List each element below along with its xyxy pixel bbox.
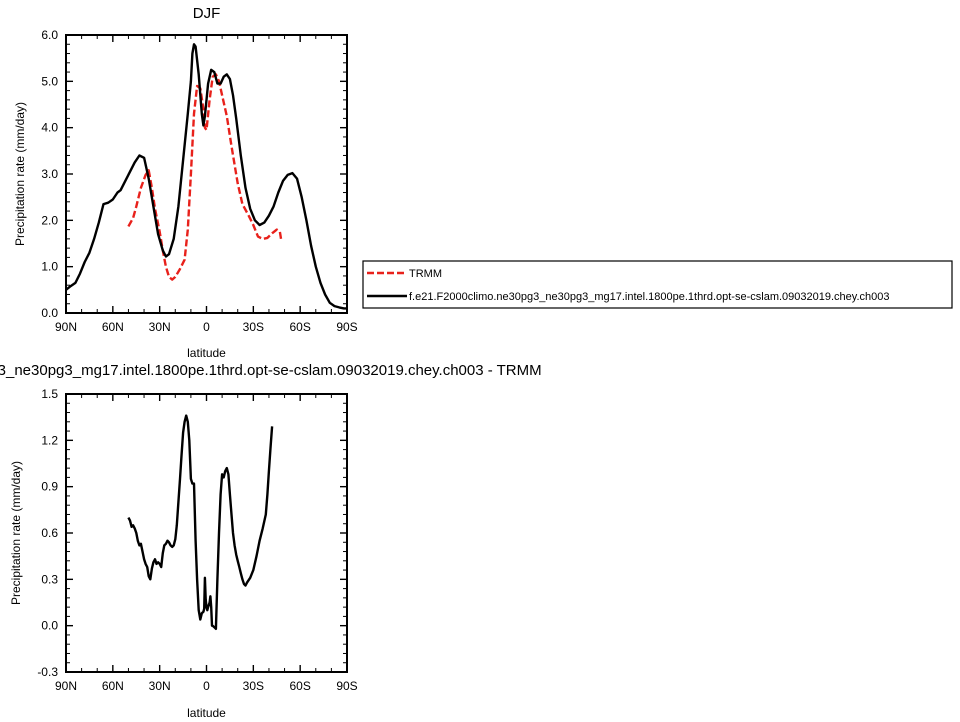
plot-title: f.e21.F2000climo.ne30pg3_ne30pg3_mg17.in… xyxy=(0,362,542,379)
y-tick-label: 1.2 xyxy=(41,433,58,447)
x-axis-title: latitude xyxy=(187,346,226,360)
plot-area: 90N 60N 30N 0 30S 60S 90S 0.0 1.0 2.0 3.0 4.0 5.0 6.0 xyxy=(41,28,357,334)
y-tick-label: 0.9 xyxy=(41,480,58,494)
y-tick-label: 3.0 xyxy=(41,167,58,181)
y-axis-title: Precipitation rate (mm/day) xyxy=(9,461,23,605)
series-line-0 xyxy=(127,73,283,281)
plot-frame xyxy=(65,34,348,314)
y-tick-label: 0.0 xyxy=(41,306,58,320)
y-tick-label: 5.0 xyxy=(41,74,58,88)
y-tick-label: 1.5 xyxy=(41,387,58,401)
plot-frame xyxy=(65,393,348,673)
y-tick-label: 4.0 xyxy=(41,121,58,135)
legend-label-trmm: TRMM xyxy=(409,268,442,280)
y-tick-label: 1.0 xyxy=(41,260,58,274)
y-axis-title: Precipitation rate (mm/day) xyxy=(13,102,27,246)
x-tick-label: 30S xyxy=(243,320,264,334)
x-tick-label: 0 xyxy=(203,320,210,334)
plot-area: 90N 60N 30N 0 30S 60S 90S -0.3 0.0 0.3 0.6 0.9 1.2 1.… xyxy=(37,387,357,693)
x-tick-label: 0 xyxy=(203,679,210,693)
series-line-1 xyxy=(65,43,347,310)
y-tick-label: 0.6 xyxy=(41,526,58,540)
x-tick-label: 30N xyxy=(149,679,171,693)
x-tick-label: 30N xyxy=(149,320,171,334)
x-tick-label: 60N xyxy=(102,320,124,334)
y-tick-label: 0.3 xyxy=(41,572,58,586)
x-tick-label: 90S xyxy=(336,679,357,693)
legend-box xyxy=(362,260,953,309)
x-tick-label: 90N xyxy=(55,679,77,693)
plot-title: DJF xyxy=(193,5,221,22)
y-tick-label: 6.0 xyxy=(41,28,58,42)
x-tick-label: 30S xyxy=(243,679,264,693)
y-tick-label: -0.3 xyxy=(37,665,58,679)
x-tick-label: 90S xyxy=(336,320,357,334)
series-line-0 xyxy=(127,414,274,630)
legend-label-model: f.e21.F2000climo.ne30pg3_ne30pg3_mg17.in… xyxy=(409,291,889,303)
x-tick-label: 60N xyxy=(102,679,124,693)
legend: TRMM f.e21.F2000climo.ne30pg3_ne30pg3_mg… xyxy=(362,260,953,309)
panel-climatology: DJF 90N 60N 30N 0 30S 60S 90S 0.0 1.0 2.0 3.0 4.0 5.… xyxy=(13,5,358,360)
y-tick-label: 0.0 xyxy=(41,619,58,633)
x-tick-label: 90N xyxy=(55,320,77,334)
x-tick-label: 60S xyxy=(289,679,310,693)
y-tick-label: 2.0 xyxy=(41,213,58,227)
panel-difference: f.e21.F2000climo.ne30pg3_ne30pg3_mg17.in… xyxy=(0,362,542,720)
x-tick-label: 60S xyxy=(289,320,310,334)
x-axis-title: latitude xyxy=(187,706,226,720)
